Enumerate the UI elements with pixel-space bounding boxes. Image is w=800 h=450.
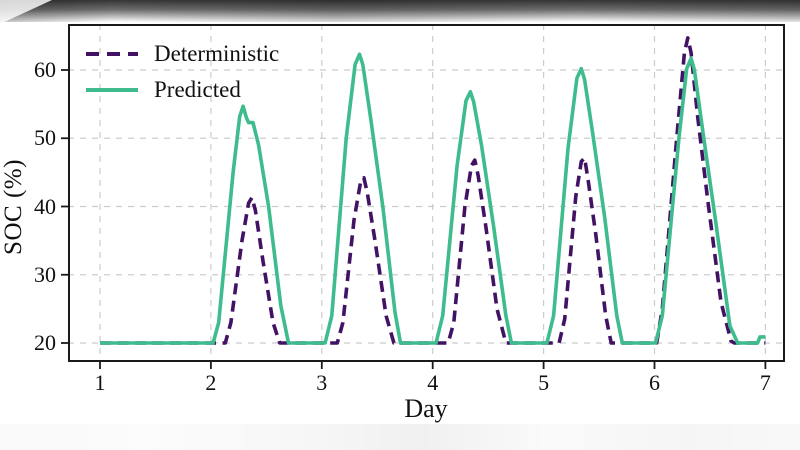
x-axis-label: Day — [404, 394, 448, 423]
x-tick-label: 3 — [316, 370, 328, 395]
y-tick-label: 60 — [34, 57, 56, 82]
legend-label-deterministic: Deterministic — [154, 41, 280, 66]
x-tick-label: 1 — [94, 370, 106, 395]
solid-line-swatch — [86, 88, 138, 92]
predicted-series-line — [100, 52, 766, 345]
plot-border — [68, 24, 785, 362]
y-tick-label: 20 — [34, 330, 56, 355]
top-gradient-bar — [0, 0, 800, 24]
y-tick-label: 30 — [34, 261, 56, 287]
dashed-line-swatch — [86, 52, 138, 56]
y-tick-label: 50 — [34, 125, 56, 151]
deterministic-series-line — [100, 36, 766, 345]
legend-item-predicted: Predicted — [86, 72, 279, 108]
x-tick-label: 4 — [427, 370, 439, 395]
legend: Deterministic Predicted — [86, 36, 279, 108]
x-tick-label: 6 — [649, 370, 660, 395]
x-tick-label: 2 — [205, 370, 217, 395]
legend-label-predicted: Predicted — [154, 77, 241, 102]
legend-item-deterministic: Deterministic — [86, 36, 279, 72]
y-tick-label: 40 — [34, 193, 56, 219]
x-tick-label: 5 — [538, 370, 550, 395]
soc-chart-plot-area — [61, 24, 785, 369]
x-tick-label: 7 — [759, 370, 771, 395]
bottom-gradient-band — [0, 424, 800, 450]
